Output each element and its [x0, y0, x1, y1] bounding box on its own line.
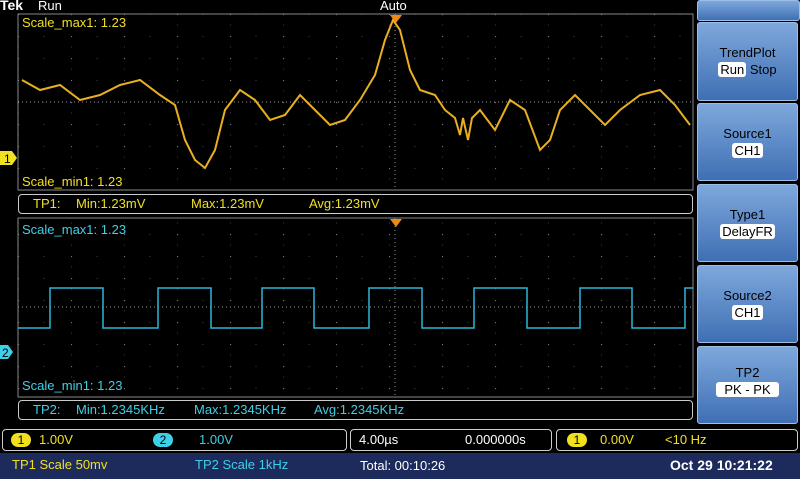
ch1-scale: 1.00V — [39, 432, 73, 447]
scale-min: Scale_min1: 1.23 — [22, 378, 123, 393]
ch1-marker: 1 — [4, 152, 11, 166]
timebase-status: 4.00µs 0.000000s — [350, 429, 552, 451]
menu-button[interactable]: TP2 PK - PK — [697, 346, 798, 424]
menu-title: Source1 — [723, 126, 772, 141]
menu-value: DelayFR — [720, 224, 775, 239]
menu-value: CH1 — [732, 305, 763, 320]
ch1-badge: 1 — [11, 433, 31, 447]
ch2-scale: 1.00V — [199, 432, 233, 447]
scale-max: Scale_max1: 1.23 — [22, 222, 127, 237]
waveform-display: 1 2 — [0, 13, 694, 398]
menu-option[interactable]: Run — [718, 62, 747, 77]
menu-title: Type1 — [729, 207, 766, 222]
trigger-status: 1 0.00V <10 Hz — [556, 429, 798, 451]
ch2-marker-shape — [0, 345, 13, 359]
timebase: 4.00µs — [359, 432, 399, 447]
menu-top — [697, 0, 800, 21]
ch2-badge: 2 — [153, 433, 173, 447]
position: 0.000000s — [465, 432, 526, 447]
info-bar: TP1 Scale 50mv TP2 Scale 1kHz Total: 00:… — [0, 453, 800, 479]
trigger-marker — [390, 15, 402, 23]
total-time: Total: 00:10:26 — [360, 458, 446, 473]
menu-option[interactable]: Stop — [749, 62, 777, 77]
run-state: Run — [38, 0, 62, 13]
stats-avg: Avg:1.23mV — [309, 196, 380, 211]
trig-freq: <10 Hz — [665, 432, 707, 447]
stats-max: Max:1.2345KHz — [194, 402, 287, 417]
panel2-grid — [17, 217, 694, 398]
stats-max: Max:1.23mV — [191, 196, 264, 211]
trig-badge: 1 — [567, 433, 587, 447]
menu-title: TP2 — [735, 365, 760, 380]
menu-title: TrendPlot — [719, 45, 776, 60]
panel1-grid — [17, 13, 694, 191]
scale-max: Scale_max1: 1.23 — [22, 15, 127, 30]
trig-level: 0.00V — [600, 432, 634, 447]
menu-value: PK - PK — [716, 382, 779, 397]
scale-min: Scale_min1: 1.23 — [22, 174, 123, 189]
menu-value: CH1 — [732, 143, 763, 158]
trigger-mode: Auto — [380, 0, 407, 13]
menu-button[interactable]: TrendPlot Run Stop — [697, 22, 798, 101]
tp2-scale: TP2 Scale 1kHz — [195, 457, 289, 472]
logo: Tek — [0, 0, 24, 13]
stats-min: Min:1.23mV — [76, 196, 146, 211]
ch1-waveform — [21, 17, 691, 170]
tp1-scale: TP1 Scale 50mv — [12, 457, 108, 472]
stats-avg: Avg:1.2345KHz — [314, 402, 405, 417]
stats-label: TP1: — [33, 196, 61, 211]
menu-button[interactable]: Source2 CH1 — [697, 265, 798, 343]
trigger-marker — [390, 219, 402, 227]
menu-title: Source2 — [723, 288, 772, 303]
stats-label: TP2: — [33, 402, 61, 417]
channel-status: 1 1.00V 2 1.00V — [2, 429, 347, 451]
datetime: Oct 29 10:21:22 — [670, 457, 773, 473]
stats-bar: TP1: Min:1.23mV Max:1.23mV Avg:1.23mV — [18, 194, 693, 214]
stats-min: Min:1.2345KHz — [76, 402, 165, 417]
stats-bar: TP2: Min:1.2345KHz Max:1.2345KHz Avg:1.2… — [18, 400, 693, 420]
menu-button[interactable]: Source1 CH1 — [697, 103, 798, 181]
menu-button[interactable]: Type1 DelayFR — [697, 184, 798, 262]
ch2-waveform — [18, 287, 693, 329]
ch2-marker: 2 — [2, 346, 9, 360]
ch1-marker-shape — [0, 151, 17, 165]
